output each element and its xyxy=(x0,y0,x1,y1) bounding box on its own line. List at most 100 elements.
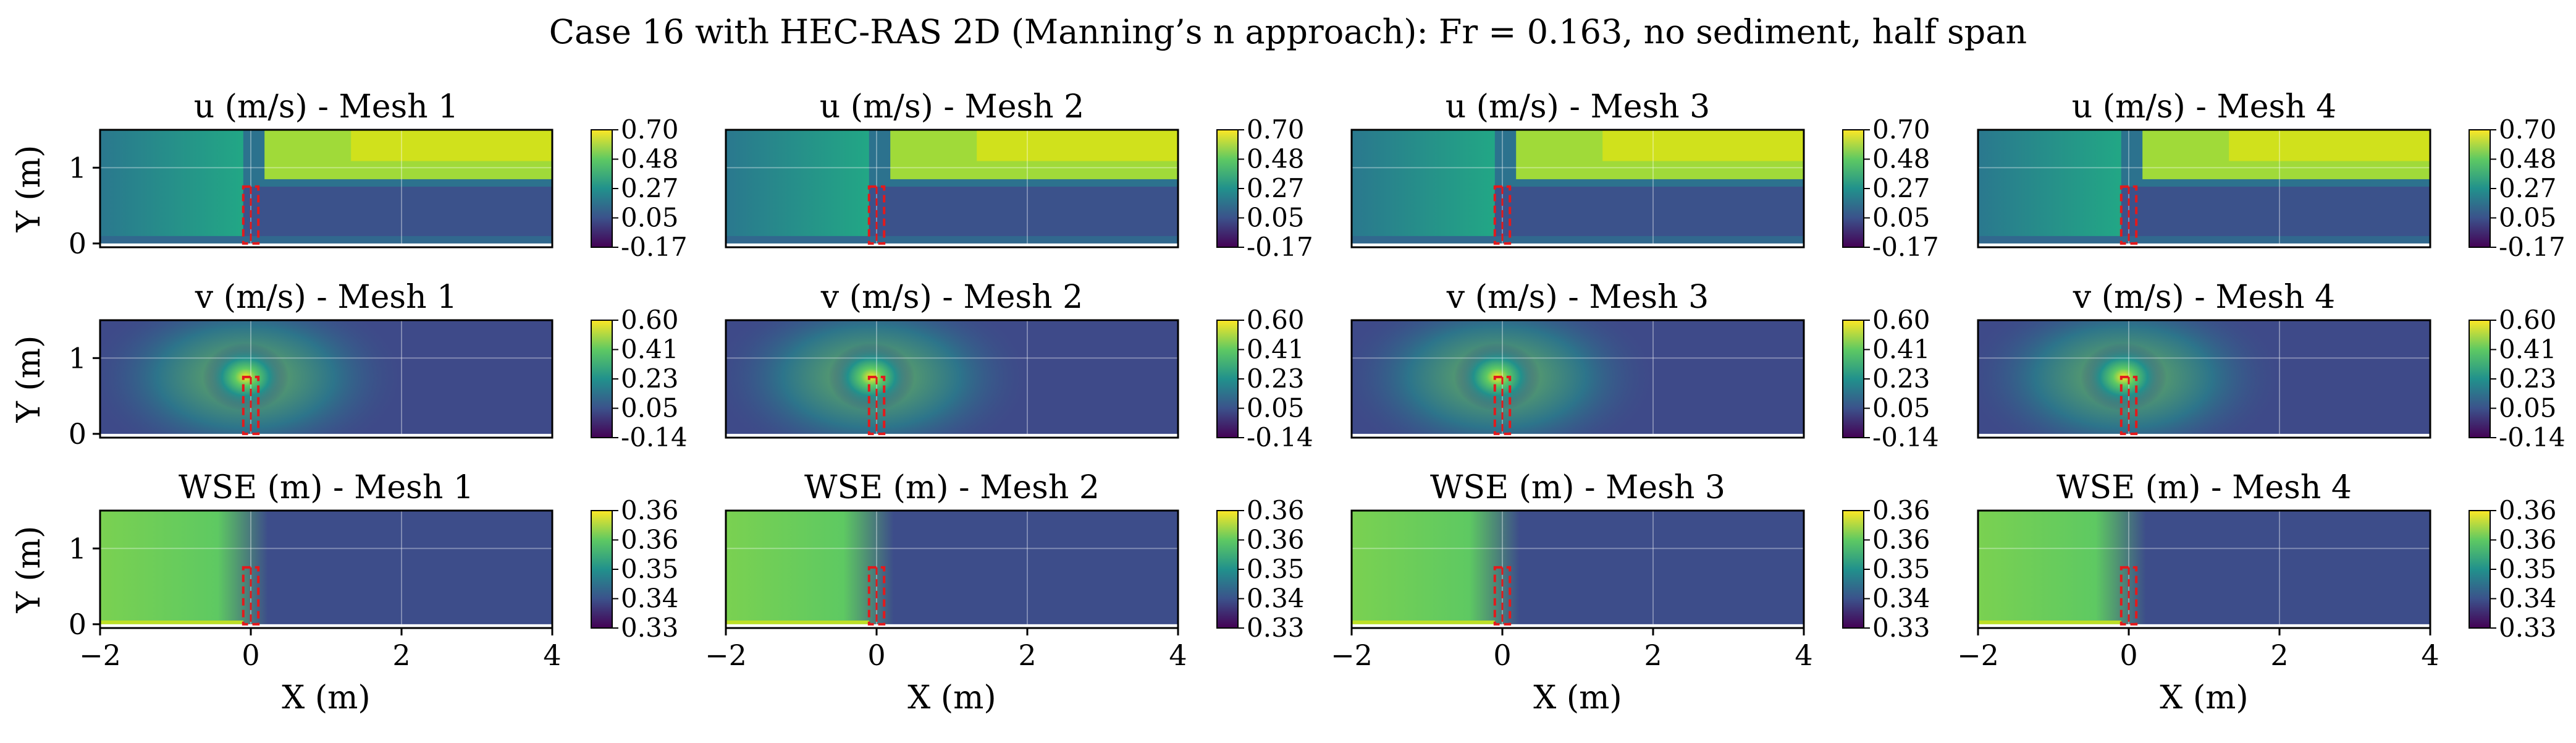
field-bed xyxy=(100,236,552,244)
field-dry-strip xyxy=(1978,433,2430,438)
field-u xyxy=(1978,130,2430,247)
x-tick-label: 4 xyxy=(543,639,561,672)
colorbar-tick-label: 0.35 xyxy=(1872,554,1930,584)
colorbar-tick-label: 0.41 xyxy=(1872,334,1930,365)
field-v xyxy=(1978,320,2430,438)
colorbar-tick-label: 0.36 xyxy=(2499,495,2557,525)
x-tick-label: 0 xyxy=(867,639,885,672)
panel-v-mesh-3: v (m/s) - Mesh 3 0.600.410.230.05-0.14 xyxy=(1350,279,1939,452)
field-wse xyxy=(100,511,552,628)
colorbar-tick-label: 0.60 xyxy=(2499,305,2557,335)
colorbar-tick-label: 0.35 xyxy=(621,554,679,584)
colorbar-gradient xyxy=(2469,320,2491,438)
field-wse xyxy=(1352,511,1804,628)
colorbar-tick-label: -0.17 xyxy=(2499,232,2565,262)
colorbar: 0.360.360.350.340.33 xyxy=(1842,495,1930,643)
x-tick-label: 2 xyxy=(392,639,410,672)
x-tick-label: 0 xyxy=(2119,639,2137,672)
field-wse xyxy=(726,511,1178,628)
panel-title: u (m/s) - Mesh 4 xyxy=(2072,88,2337,125)
field-dry-strip xyxy=(1978,624,2430,628)
colorbar-tick-label: 0.33 xyxy=(621,613,679,643)
x-tick-label: 4 xyxy=(2421,639,2439,672)
x-tick-label: 4 xyxy=(1795,639,1812,672)
field-u xyxy=(1352,130,1804,247)
field-bed xyxy=(726,620,869,624)
x-axis-label: X (m) xyxy=(907,679,996,716)
colorbar-tick-label: -0.17 xyxy=(1872,232,1939,262)
colorbar: 0.360.360.350.340.33 xyxy=(591,495,679,643)
colorbar-tick-label: 0.33 xyxy=(1247,613,1305,643)
field-jet-core xyxy=(1602,130,1804,161)
x-tick-label: 2 xyxy=(1018,639,1036,672)
colorbar: 0.700.480.270.05-0.17 xyxy=(1842,114,1939,262)
panel-u-mesh-1: u (m/s) - Mesh 1 0 1 Y (m) 0.700.480.270.05-… xyxy=(11,88,688,262)
x-tick-label: 0 xyxy=(242,639,259,672)
colorbar-tick-label: -0.17 xyxy=(1247,232,1313,262)
colorbar-tick-label: 0.05 xyxy=(2499,393,2557,423)
colorbar-tick-label: 0.27 xyxy=(1247,173,1305,203)
field-wake xyxy=(1494,186,1804,244)
colorbar-tick-label: -0.14 xyxy=(2499,422,2565,452)
field-v xyxy=(1352,320,1804,438)
field-v xyxy=(726,320,1178,438)
field-upstream xyxy=(1978,511,2146,628)
y-tick-label: 0 xyxy=(69,417,86,451)
colorbar-gradient xyxy=(1842,320,1864,438)
colorbar-tick-label: 0.60 xyxy=(621,305,679,335)
axes-frame xyxy=(1977,319,2431,439)
colorbar-tick-label: 0.35 xyxy=(1247,554,1305,584)
field-v xyxy=(100,320,552,438)
field-upstream xyxy=(1352,130,1495,247)
colorbar-tick-label: 0.05 xyxy=(1872,203,1930,233)
colorbar-gradient xyxy=(2469,510,2491,629)
field-upstream xyxy=(1352,511,1520,628)
colorbar-tick-label: 0.41 xyxy=(2499,334,2557,365)
x-tick-label: −2 xyxy=(705,639,747,672)
colorbar-tick-label: 0.41 xyxy=(621,334,679,365)
axes-frame xyxy=(1977,129,2431,248)
colorbar-tick-label: 0.05 xyxy=(2499,203,2557,233)
colorbar-tick-label: 0.70 xyxy=(1247,114,1305,145)
colorbar-gradient xyxy=(1842,129,1864,248)
y-tick-label: 0 xyxy=(69,227,86,260)
field-upstream xyxy=(726,130,869,247)
colorbar-tick-label: 0.36 xyxy=(621,495,679,525)
field-bed xyxy=(726,236,1178,244)
field-jet-core xyxy=(977,130,1178,161)
field-upstream xyxy=(100,130,243,247)
field-jet-core xyxy=(351,130,552,161)
field-bed xyxy=(1352,620,1495,624)
x-tick-label: 2 xyxy=(1644,639,1662,672)
x-axis-label: X (m) xyxy=(1533,679,1622,716)
colorbar-tick-label: 0.34 xyxy=(621,584,679,614)
panel-title: WSE (m) - Mesh 1 xyxy=(179,469,474,506)
axes-frame xyxy=(1350,129,1805,248)
colorbar-tick-label: 0.05 xyxy=(621,203,679,233)
field-upstream xyxy=(1978,130,2121,247)
colorbar-tick-label: 0.36 xyxy=(1872,525,1930,555)
panel-title: WSE (m) - Mesh 3 xyxy=(1430,469,1725,506)
colorbar-tick-label: 0.35 xyxy=(2499,554,2557,584)
colorbar-tick-label: 0.70 xyxy=(1872,114,1930,145)
y-tick-label: 0 xyxy=(69,608,86,641)
colorbar-tick-label: 0.36 xyxy=(621,525,679,555)
axes-frame xyxy=(725,129,1179,248)
colorbar: 0.360.360.350.340.33 xyxy=(1216,495,1305,643)
field-bed xyxy=(100,620,243,624)
panel-wse-mesh-2: WSE (m) - Mesh 2−2 0 2 4X (m)0.360.360.350.… xyxy=(705,469,1304,716)
y-tick-label: 1 xyxy=(69,341,86,375)
y-tick-label: 1 xyxy=(69,532,86,565)
panel-title: v (m/s) - Mesh 1 xyxy=(195,279,457,316)
colorbar-gradient xyxy=(591,320,613,438)
panel-u-mesh-3: u (m/s) - Mesh 3 0.700.480.270.05-0.17 xyxy=(1350,88,1939,262)
axes-frame xyxy=(99,129,554,248)
x-axis-label: X (m) xyxy=(2160,679,2248,716)
field-bed xyxy=(1978,236,2430,244)
y-axis-label: Y (m) xyxy=(11,526,48,614)
field-dry-strip xyxy=(1352,243,1804,247)
axes-frame xyxy=(1350,319,1805,439)
colorbar-tick-label: 0.33 xyxy=(1872,613,1930,643)
